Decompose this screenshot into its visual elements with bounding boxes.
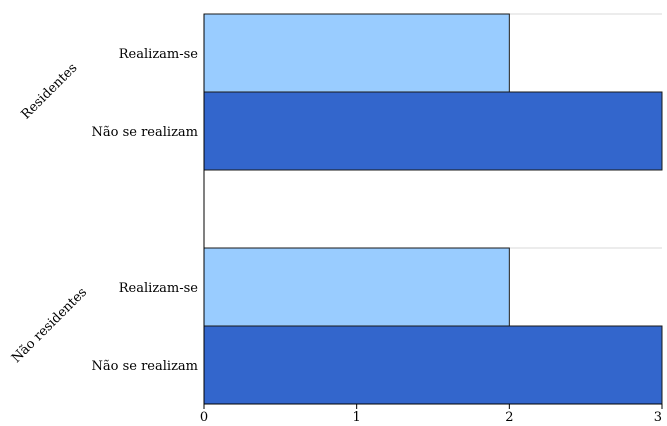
bars: [203, 13, 663, 405]
axes: [203, 14, 663, 409]
category-label-1-0: Realizam-se: [119, 281, 199, 296]
bar-0-0: [203, 13, 510, 93]
x-tick-label-1: 1: [353, 410, 361, 421]
group-label-0: Residentes: [19, 61, 81, 123]
group-label-1: Não residentes: [9, 285, 90, 366]
x-tick-label-3: 3: [654, 410, 662, 421]
bar-0-1: [203, 91, 663, 171]
bar-1-0: [203, 247, 510, 327]
x-tick-label-2: 2: [505, 410, 513, 421]
category-label-0-1: Não se realizam: [92, 125, 198, 140]
category-label-0-0: Realizam-se: [119, 47, 199, 62]
x-tick-label-0: 0: [200, 410, 208, 421]
bar-1-1: [203, 325, 663, 405]
category-label-1-1: Não se realizam: [92, 359, 198, 374]
